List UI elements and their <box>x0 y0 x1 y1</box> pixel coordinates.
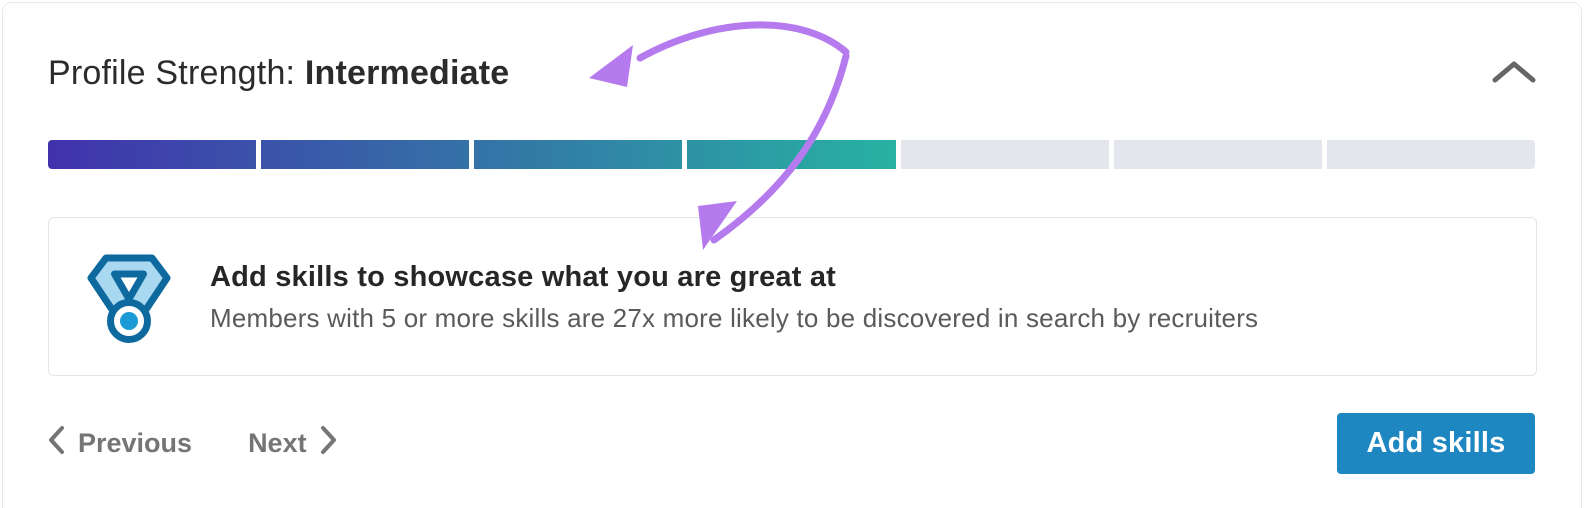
collapse-button[interactable] <box>1486 53 1542 93</box>
card-heading: Add skills to showcase what you are grea… <box>210 261 837 293</box>
chevron-left-icon <box>48 425 65 462</box>
progress-segment-filled <box>261 140 470 169</box>
next-label: Next <box>248 427 307 458</box>
page-title: Profile Strength: Intermediate <box>48 54 509 93</box>
card-description: Members with 5 or more skills are 27x mo… <box>210 303 1259 333</box>
title-prefix: Profile Strength: <box>48 53 305 92</box>
medal-icon <box>81 249 177 345</box>
header-row: Profile Strength: Intermediate <box>48 48 1542 98</box>
progress-segment-filled <box>687 140 896 169</box>
previous-button[interactable]: Previous <box>48 425 192 462</box>
title-strength-level: Intermediate <box>304 53 510 92</box>
add-skills-button[interactable]: Add skills <box>1337 413 1535 474</box>
progress-segment-empty <box>1113 140 1322 169</box>
skills-suggestion-card[interactable]: Add skills to showcase what you are grea… <box>48 217 1537 376</box>
next-button[interactable]: Next <box>248 425 337 462</box>
progress-segment-filled <box>48 140 257 169</box>
card-text-block: Add skills to showcase what you are grea… <box>210 259 1258 334</box>
chevron-up-icon <box>1491 60 1537 87</box>
pagination-nav: Previous Next <box>48 412 337 474</box>
previous-label: Previous <box>78 427 193 458</box>
profile-strength-progress-bar <box>48 140 1535 169</box>
progress-segment-filled <box>474 140 683 169</box>
progress-segment-empty <box>900 140 1109 169</box>
progress-segment-empty <box>1326 140 1535 169</box>
chevron-right-icon <box>320 425 337 462</box>
